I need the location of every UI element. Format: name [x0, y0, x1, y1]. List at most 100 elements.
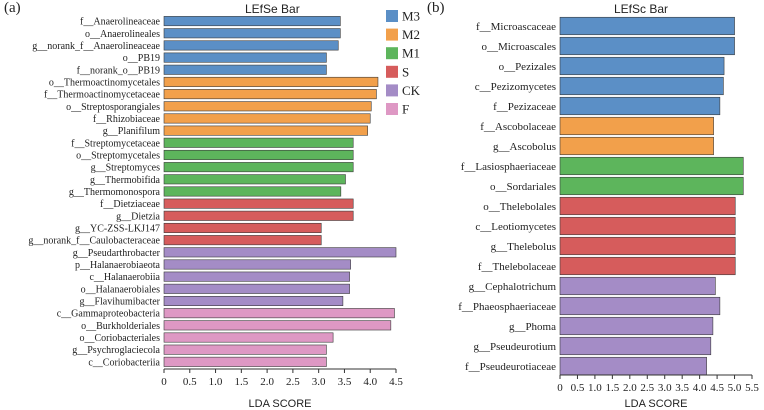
panel-b-bar-15: [559, 316, 714, 336]
panel-a-tick-label-7: 3.5: [338, 376, 352, 388]
panel-b-bar-3: [559, 76, 724, 96]
panel-a-bar-0: [163, 16, 341, 27]
panel-b-bar-label-16: g__Pseudeurotium: [474, 341, 557, 353]
panel-b-bar-label-6: g__Ascobolus: [493, 141, 556, 153]
panel-b-bar-label-5: f__Ascobolaceae: [480, 121, 556, 133]
panel-a-bar-label-27: g__Psychroglaciecola: [72, 345, 160, 356]
panel-a-bar-label-18: g__norank_f__Caulobacteraceae: [28, 236, 160, 247]
panel-b-xlabel: LDA SCORE: [625, 398, 688, 410]
panel-b-bar-label-0: f__Microascaceae: [476, 21, 556, 33]
panel-a-tick-label-1: 0.5: [183, 376, 197, 388]
panel-b-tick-label-7: 3.5: [675, 382, 689, 394]
legend-label-ck: CK: [402, 83, 421, 98]
panel-b-tick-label-9: 4.5: [710, 382, 724, 394]
panel-a-tick-label-2: 1.0: [209, 376, 223, 388]
panel-b-bar-13: [559, 276, 716, 296]
panel-b-bar-2: [559, 56, 725, 76]
legend-label-m3: M3: [402, 9, 420, 24]
panel-b-tick-label-2: 1.0: [588, 382, 602, 394]
panel-a-bar-label-5: o__Thermoactinomycetales: [49, 77, 160, 88]
panel-a-bar-label-8: f__Rhizobiaceae: [93, 114, 161, 125]
panel-a-bar-2: [163, 40, 339, 51]
panel-a-bar-label-21: c__Halanaerobiia: [89, 272, 160, 283]
legend-swatch-s: [386, 65, 398, 78]
panel-b-bar-label-15: g__Phoma: [509, 321, 556, 333]
panel-b-bar-4: [559, 96, 721, 116]
panel-a-tick-label-0: 0: [161, 376, 167, 388]
panel-a-bar-11: [163, 149, 354, 160]
panel-a-tick-label-9: 4.5: [389, 376, 403, 388]
panel-a-bar-label-26: o__Coriobacteriales: [79, 333, 160, 344]
panel-b-bar-11: [559, 236, 736, 256]
panel-b-bar-5: [559, 116, 714, 136]
panel-b-bar-1: [559, 36, 735, 56]
panel-b-bar-12: [559, 256, 736, 276]
panel-a-bar-label-17: g__YC-ZSS-LKJ147: [75, 223, 160, 234]
panel-b-bar-label-14: f__Phaeosphaeriaceae: [458, 301, 556, 313]
panel-a-title: LEfSe Bar: [245, 2, 300, 16]
legend-label-s: S: [402, 64, 409, 79]
panel-a-bar-label-12: g__Streptomyces: [91, 163, 161, 174]
panel-b-bar-17: [559, 356, 707, 376]
panel-a-bar-label-0: f__Anaerolineaceae: [80, 17, 161, 28]
panel-b-tick-label-10: 5.0: [728, 382, 742, 394]
panel-a-bar-label-6: f__Thermoactinomycetaceae: [44, 90, 161, 101]
panel-a-tick-label-6: 3.0: [312, 376, 326, 388]
panel-b-bar-label-10: c__Leotiomycetes: [475, 221, 556, 233]
panel-a-bar-17: [163, 222, 322, 233]
panel-a-bar-label-2: g__norank_f__Anaerolineaceae: [32, 41, 160, 52]
panel-b-bar-label-9: o__Thelebolales: [483, 201, 556, 213]
panel-b-bar-label-4: f__Pezizaceae: [493, 101, 556, 113]
panel-a-bar-24: [163, 308, 395, 319]
panel-a-bar-26: [163, 332, 334, 343]
panel-b-title: LEfSc Bar: [614, 2, 669, 16]
panel-b-tick-label-1: 0.5: [571, 382, 585, 394]
panel-a-bar-4: [163, 64, 327, 75]
panel-a-bar-label-22: o__Halanaerobiales: [81, 284, 161, 295]
panel-a-bar-label-24: c__Gammaproteobacteria: [57, 309, 161, 320]
panel-b-tick-label-5: 2.5: [640, 382, 654, 394]
panel-a-bar-21: [163, 271, 350, 282]
panel-a-bar-1: [163, 28, 341, 39]
panel-a-bar-label-4: f__norank_o__PB19: [77, 65, 160, 76]
panel-a-bar-6: [163, 89, 377, 100]
panel-b-bar-9: [559, 196, 736, 216]
panel-b-tick-label-4: 2.0: [623, 382, 637, 394]
panel-b-bar-label-7: f__Lasiosphaeriaceae: [461, 161, 556, 173]
panel-a-bar-label-7: o__Streptosporangiales: [66, 102, 160, 113]
panel-a-bar-12: [163, 162, 354, 173]
panel-a-bar-5: [163, 76, 379, 87]
legend-swatch-f: [386, 103, 398, 115]
panel-a-bar-10: [163, 137, 354, 148]
panel-b-bar-7: [559, 156, 744, 176]
panel-b-bar-label-13: g__Cephalotrichum: [469, 281, 557, 293]
panel-b-bar-0: [559, 16, 735, 36]
panel-a-bar-label-14: g__Thermomonospora: [69, 187, 161, 198]
panel-a-bar-label-19: g__Pseudarthrobacter: [73, 248, 161, 259]
panel-a-bar-label-15: f__Dietziaceae: [100, 199, 161, 210]
panel-b-bar-14: [559, 296, 721, 316]
panel-b-tick-label-3: 1.5: [605, 382, 619, 394]
legend-label-m2: M2: [402, 27, 420, 42]
panel-a-bar-label-25: o__Burkholderiales: [81, 321, 160, 332]
panel-a-bar-label-16: g__Dietzia: [116, 211, 160, 222]
panel-a-bar-3: [163, 52, 327, 63]
panel-a-bar-18: [163, 235, 322, 246]
panel-b-bar-10: [559, 216, 736, 236]
panel-a-bar-22: [163, 283, 350, 294]
panel-a-bar-label-20: p__Halanaerobiaeota: [75, 260, 161, 271]
panel-b-tick-label-8: 4.0: [693, 382, 707, 394]
panel-a-bar-label-1: o__Anaerolineales: [85, 29, 160, 40]
panel-a-bar-label-10: f__Streptomycetaceae: [71, 138, 160, 149]
panel-b-bar-16: [559, 336, 712, 356]
panel-a-bar-label-13: g__Thermobifida: [90, 175, 161, 186]
panel-a-bar-23: [163, 295, 344, 306]
legend-label-m1: M1: [402, 46, 420, 61]
panel-a-bar-label-28: c__Coriobacteriia: [88, 357, 160, 368]
panel-b-bar-label-2: o__Pezizales: [499, 61, 556, 73]
panel-b-tick-label-6: 3.0: [658, 382, 672, 394]
panel-b-label: (b): [427, 0, 445, 16]
panel-a-tick-label-8: 4.0: [363, 376, 377, 388]
panel-b-bar-label-17: f__Pseudeurotiaceae: [465, 361, 556, 373]
